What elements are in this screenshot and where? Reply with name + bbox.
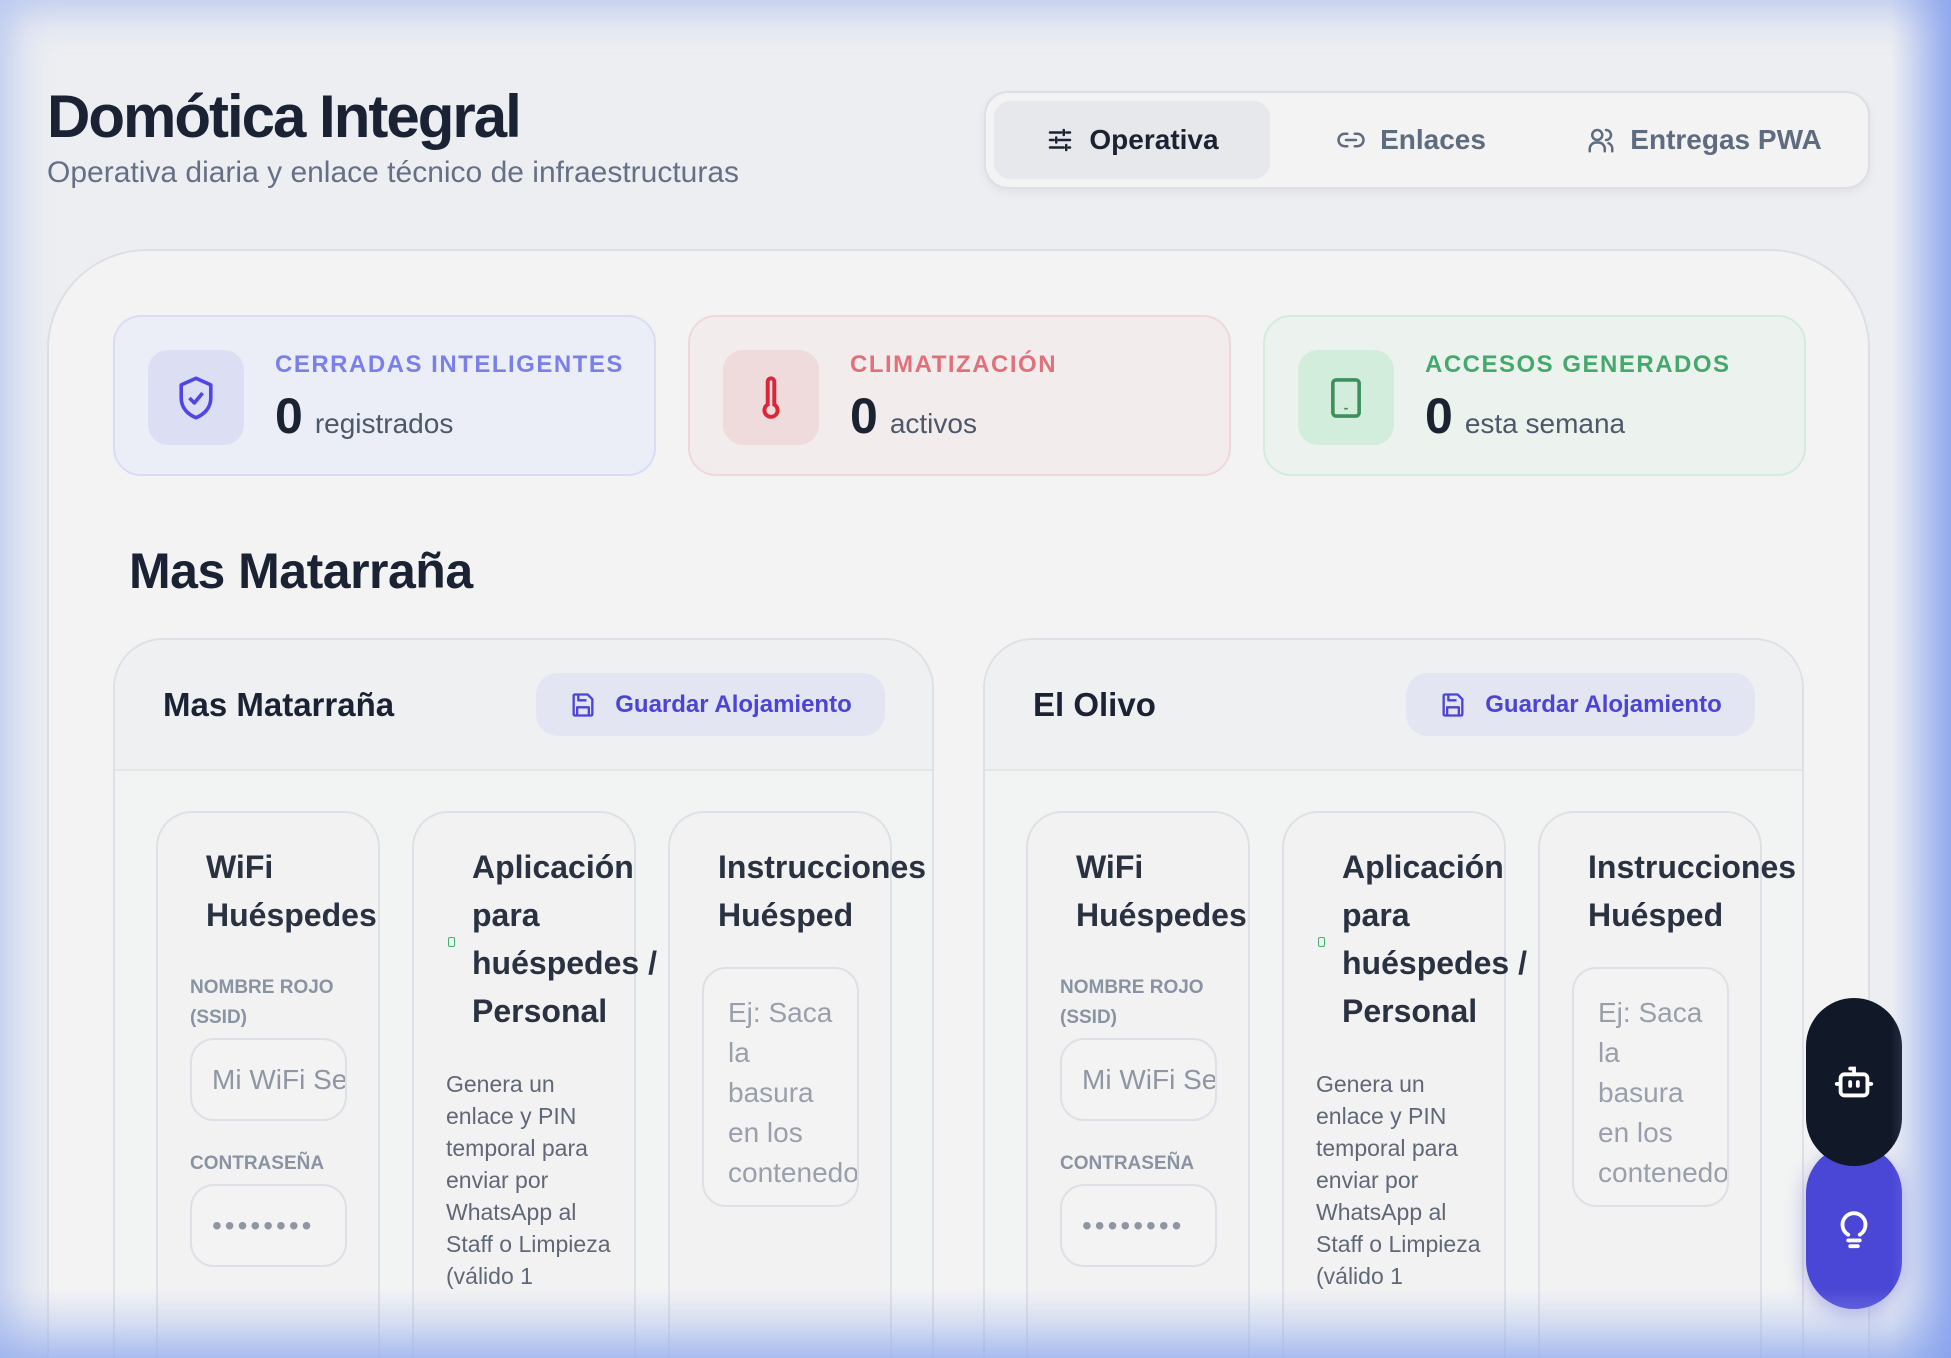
property-card: El Olivo Guardar Alojamiento WiFi Huéspe… xyxy=(983,638,1804,1358)
instructions-title: Instrucciones Huésped xyxy=(1588,849,1797,933)
tablet-icon xyxy=(1331,377,1361,418)
ssid-input[interactable]: Mi WiFi Seguro xyxy=(190,1038,347,1121)
password-input[interactable]: •••••••• xyxy=(1060,1184,1217,1267)
wifi-title: WiFi Huéspedes xyxy=(206,849,377,933)
tab-bar: Operativa Enlaces Entregas PWA xyxy=(984,91,1870,189)
page-title: Domótica Integral xyxy=(47,83,522,150)
stat-card-access: ACCESOS GENERADOS 0 esta semana xyxy=(1263,315,1806,476)
ssid-label: NOMBRE ROJO (SSID) xyxy=(190,977,334,1028)
save-icon xyxy=(572,692,594,717)
guest-app-title: Aplicación para huéspedes / Personal xyxy=(472,849,657,1029)
save-icon xyxy=(1442,692,1464,717)
password-label: CONTRASEÑA xyxy=(1060,1153,1195,1174)
stat-card-climate: CLIMATIZACIÓN 0 activos xyxy=(688,315,1231,476)
guest-app-description: Genera un enlace y PIN temporal para env… xyxy=(1316,1071,1481,1289)
wifi-card: WiFi Huéspedes NOMBRE ROJO (SSID) Mi WiF… xyxy=(1026,811,1250,1358)
instructions-textarea[interactable]: Ej: Saca la basura en los contenedores..… xyxy=(1572,967,1729,1207)
status-indicator xyxy=(1318,937,1325,947)
instructions-title: Instrucciones Huésped xyxy=(718,849,927,933)
assistant-button[interactable] xyxy=(1806,998,1902,1166)
thermometer-icon xyxy=(762,375,780,419)
save-property-button[interactable]: Guardar Alojamiento xyxy=(536,673,885,736)
instructions-card: Instrucciones Huésped Ej: Saca la basura… xyxy=(668,811,926,1358)
property-card: Mas Matarraña Guardar Alojamiento WiFi H… xyxy=(113,638,934,1358)
password-label: CONTRASEÑA xyxy=(190,1153,325,1174)
guest-app-card: Aplicación para huéspedes / Personal Gen… xyxy=(1282,811,1527,1358)
wifi-card: WiFi Huéspedes NOMBRE ROJO (SSID) Mi WiF… xyxy=(156,811,380,1358)
property-name: El Olivo xyxy=(1033,686,1156,723)
status-indicator xyxy=(448,937,455,947)
users-icon xyxy=(1588,128,1614,153)
link-icon xyxy=(1337,132,1365,148)
wifi-title: WiFi Huéspedes xyxy=(1076,849,1247,933)
guest-app-card: Aplicación para huéspedes / Personal Gen… xyxy=(412,811,657,1358)
tips-button[interactable] xyxy=(1806,1145,1902,1309)
tab-enlaces[interactable]: Enlaces xyxy=(1286,101,1536,179)
page-subtitle: Operativa diaria y enlace técnico de inf… xyxy=(47,156,740,189)
sliders-icon xyxy=(1049,128,1072,152)
guest-app-title: Aplicación para huéspedes / Personal xyxy=(1342,849,1527,1029)
property-header: El Olivo Guardar Alojamiento xyxy=(985,640,1802,771)
password-input[interactable]: •••••••• xyxy=(190,1184,347,1267)
property-name: Mas Matarraña xyxy=(163,686,395,723)
ssid-label: NOMBRE ROJO (SSID) xyxy=(1060,977,1204,1028)
guest-app-description: Genera un enlace y PIN temporal para env… xyxy=(446,1071,611,1289)
save-property-button[interactable]: Guardar Alojamiento xyxy=(1406,673,1755,736)
property-header: Mas Matarraña Guardar Alojamiento xyxy=(115,640,932,771)
instructions-card: Instrucciones Huésped Ej: Saca la basura… xyxy=(1538,811,1796,1358)
stat-card-locks: CERRADAS INTELIGENTES 0 registrados xyxy=(113,315,656,476)
tab-entregas-pwa[interactable]: Entregas PWA xyxy=(1546,101,1862,179)
instructions-textarea[interactable]: Ej: Saca la basura en los contenedores..… xyxy=(702,967,859,1207)
shield-check-icon xyxy=(179,375,213,420)
section-title: Mas Matarraña xyxy=(129,543,473,599)
robot-icon xyxy=(1834,1066,1874,1098)
lightbulb-icon xyxy=(1840,1211,1868,1249)
tab-operativa[interactable]: Operativa xyxy=(994,101,1270,179)
ssid-input[interactable]: Mi WiFi Seguro xyxy=(1060,1038,1217,1121)
